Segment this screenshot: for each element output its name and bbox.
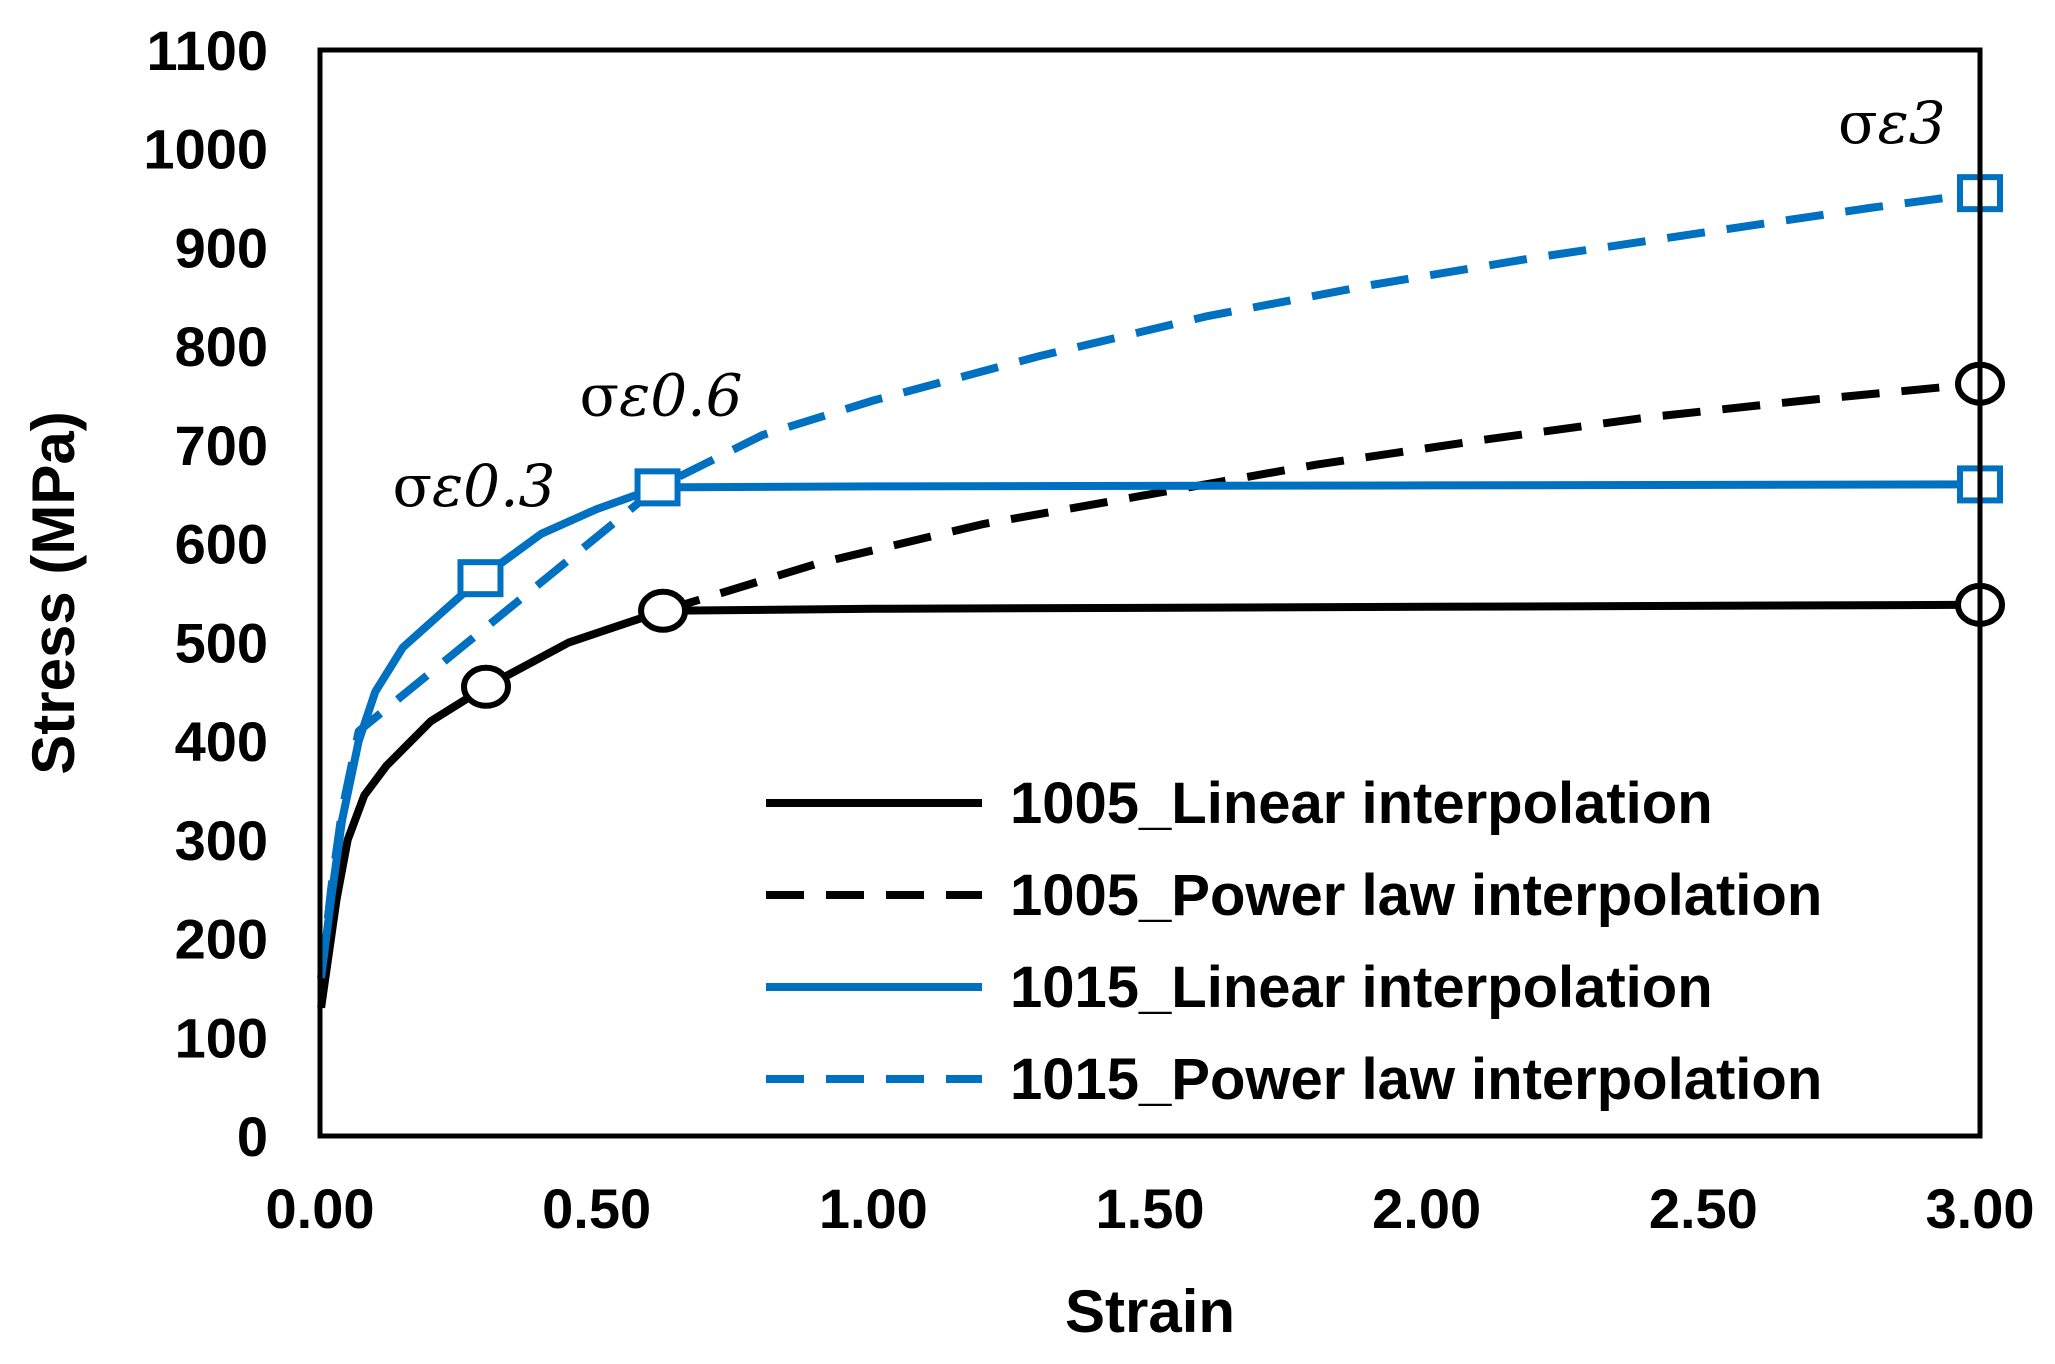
- legend-label: 1005_Power law interpolation: [1010, 863, 1822, 928]
- data-point-marker: [634, 468, 681, 507]
- y-tick-label: 500: [175, 611, 268, 674]
- data-point-marker: [457, 559, 504, 598]
- annotation-symbol: σ: [392, 452, 432, 520]
- y-tick-label: 900: [175, 216, 268, 279]
- legend-label: 1015_Power law interpolation: [1010, 1047, 1822, 1112]
- series-lines: [317, 189, 1981, 1009]
- y-axis-title: Stress (MPa): [20, 411, 87, 774]
- annotation-subscript: ε3: [1878, 89, 1946, 157]
- y-tick-label: 700: [175, 414, 268, 477]
- y-tick-label: 200: [175, 908, 268, 971]
- y-tick-label: 1000: [143, 118, 268, 181]
- annotation-symbol: σ: [580, 361, 620, 429]
- y-tick-label: 1100: [147, 19, 269, 82]
- sigma-annotation: σε0.3: [392, 452, 555, 520]
- annotation-subscript: ε0.6: [619, 361, 742, 429]
- legend-label: 1005_Linear interpolation: [1010, 771, 1713, 836]
- y-axis-ticks: 0 100 200 300 400 500 600 700 800 900 1000 1100: [143, 19, 268, 1168]
- x-tick-label: 1.50: [1096, 1177, 1205, 1240]
- data-point-marker: [638, 588, 689, 633]
- x-tick-label: 2.50: [1649, 1177, 1758, 1240]
- x-tick-label: 0.00: [266, 1177, 375, 1240]
- series-line-1005_Power law interpolation: [661, 379, 1981, 615]
- sigma-annotation: σε0.6: [580, 361, 743, 429]
- series-line-1015_Power law interpolation: [317, 189, 1981, 979]
- x-tick-label: 0.50: [542, 1177, 651, 1240]
- legend: 1005_Linear interpolation 1005_Power law …: [766, 771, 1822, 1112]
- series-line-1005_Linear interpolation: [317, 600, 1981, 1009]
- series-markers: [457, 174, 2005, 709]
- x-tick-label: 1.00: [819, 1177, 928, 1240]
- data-point-marker: [461, 664, 511, 709]
- x-axis-ticks: 0.00 0.50 1.00 1.50 2.00 2.50 3.00: [266, 1177, 2035, 1240]
- plot-area-frame: [317, 47, 1983, 1139]
- y-tick-label: 300: [175, 809, 268, 872]
- sigma-annotation: σε3: [1838, 89, 1946, 157]
- y-tick-label: 400: [175, 710, 268, 773]
- annotation-subscript: ε0.3: [432, 452, 555, 520]
- annotation-symbol: σ: [1838, 89, 1878, 157]
- y-tick-label: 100: [175, 1006, 268, 1069]
- x-tick-label: 2.00: [1372, 1177, 1481, 1240]
- y-tick-label: 0: [237, 1105, 268, 1168]
- y-tick-label: 600: [175, 513, 268, 576]
- y-tick-label: 800: [175, 315, 268, 378]
- x-tick-label: 3.00: [1926, 1177, 2035, 1240]
- x-axis-title: Strain: [1065, 1278, 1235, 1345]
- legend-label: 1015_Linear interpolation: [1010, 955, 1713, 1020]
